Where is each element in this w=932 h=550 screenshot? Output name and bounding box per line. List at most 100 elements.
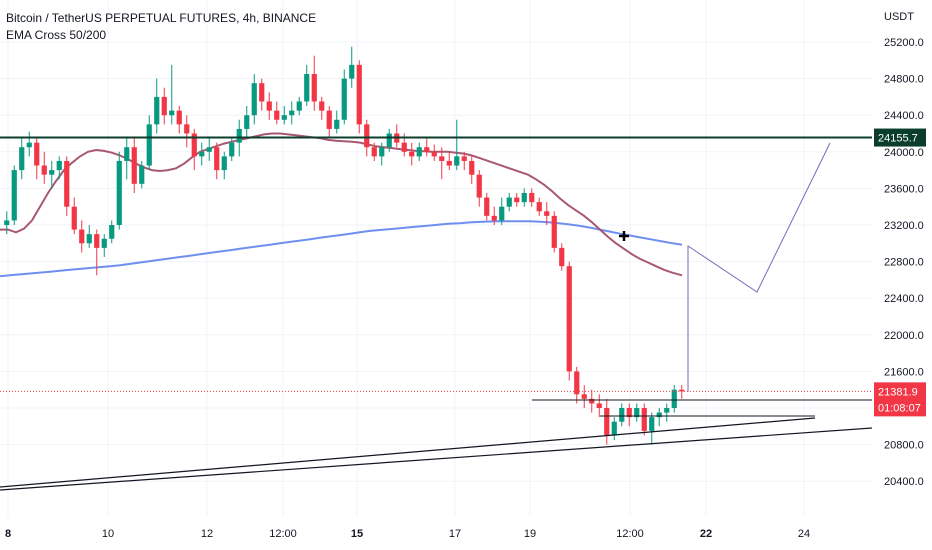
candle-body <box>551 215 557 248</box>
candle-body <box>71 206 77 230</box>
time-tick-label: 24 <box>798 528 810 540</box>
candle-body <box>641 408 647 431</box>
candle-body <box>596 403 602 408</box>
horizontal-level-label-bg <box>874 128 926 147</box>
price-tick-label: 20400.0 <box>884 476 924 488</box>
candle-body <box>409 151 415 157</box>
trend-line-upper <box>0 417 816 488</box>
candle-body <box>476 174 482 198</box>
candle-body <box>484 197 490 216</box>
candle-body <box>499 206 505 221</box>
candle-body <box>289 110 295 116</box>
candle-body <box>11 170 17 221</box>
candle-body <box>86 234 92 244</box>
candle-body <box>281 115 287 120</box>
crosshair-marker <box>619 231 629 241</box>
candle-body <box>236 128 242 143</box>
candle-body <box>296 101 302 111</box>
price-tick-label: 22400.0 <box>884 293 924 305</box>
candle-body <box>656 412 662 418</box>
time-axis: 8 10 12 12:00 15 17 19 12:00 22 24 <box>5 528 810 540</box>
candle-body <box>521 192 527 203</box>
candle-body <box>514 197 520 203</box>
candle-body <box>169 110 175 116</box>
candle-body <box>536 202 542 212</box>
candle-body <box>506 197 512 207</box>
candle-body <box>79 229 85 244</box>
candle-body <box>4 220 10 225</box>
candle-body <box>469 160 475 175</box>
candle-body <box>109 225 115 239</box>
time-tick-label: 17 <box>449 528 461 540</box>
candle-body <box>244 115 250 129</box>
candle-body <box>664 408 670 413</box>
chart-legend: Bitcoin / TetherUS PERPETUAL FUTURES, 4h… <box>6 10 316 44</box>
candle-body <box>461 156 467 161</box>
candle-body <box>199 151 205 157</box>
candle-body <box>566 266 572 372</box>
candle-body <box>19 147 25 171</box>
price-tick-label: 23600.0 <box>884 183 924 195</box>
candle-body <box>229 142 235 157</box>
candle-body <box>214 147 220 171</box>
candle-body <box>454 156 460 166</box>
candle-body <box>184 124 190 134</box>
candle-body <box>101 238 107 248</box>
ema50-line <box>0 132 683 277</box>
candle-body <box>634 408 640 418</box>
time-tick-label: 12 <box>201 528 213 540</box>
price-axis: USDT20400.020800.021200.021600.022000.02… <box>884 11 924 488</box>
candle-body <box>26 142 32 148</box>
candle-body <box>94 234 100 248</box>
trend-line-lower <box>0 427 873 491</box>
candle-body <box>529 192 535 203</box>
candle-body <box>431 151 437 157</box>
candle-body <box>311 74 317 102</box>
candle-body <box>611 421 617 436</box>
price-tick-label: 24400.0 <box>884 110 924 122</box>
candle-body <box>161 96 167 116</box>
ema200-line <box>0 220 683 278</box>
candle-body <box>251 83 257 116</box>
candle-body <box>221 156 227 171</box>
candle-body <box>154 96 160 125</box>
candle-body <box>259 83 265 102</box>
countdown-label: 01:08:07 <box>878 402 921 414</box>
candles-layer <box>4 46 685 445</box>
horizontal-level-label: 24155.7 <box>878 133 918 145</box>
candle-body <box>679 389 685 392</box>
candle-body <box>649 417 655 431</box>
candle-body <box>604 408 610 436</box>
price-labels: 24155.7 21381.9 01:08:07 <box>874 128 926 417</box>
candle-body <box>334 119 340 129</box>
price-tick-label: 20800.0 <box>884 440 924 452</box>
candle-body <box>574 371 580 395</box>
drawings-layer <box>0 136 873 491</box>
candle-body <box>356 64 362 125</box>
candle-body <box>559 247 565 267</box>
candle-body <box>206 147 212 152</box>
candle-body <box>446 160 452 166</box>
candle-body <box>49 170 55 175</box>
symbol-title: Bitcoin / TetherUS PERPETUAL FUTURES, 4h… <box>6 11 317 25</box>
price-tick-label: 24000.0 <box>884 147 924 159</box>
candle-body <box>124 147 130 161</box>
projection-path <box>687 142 831 392</box>
candle-body <box>326 110 332 129</box>
candle-body <box>619 408 625 422</box>
candle-body <box>41 165 47 175</box>
candle-body <box>416 147 422 157</box>
price-tick-label: 21600.0 <box>884 366 924 378</box>
candle-body <box>439 156 445 161</box>
candle-body <box>191 133 197 157</box>
last-price-label: 21381.9 <box>878 386 918 398</box>
candle-body <box>56 160 62 171</box>
candle-body <box>386 133 392 148</box>
time-tick-label: 22 <box>700 528 712 540</box>
last-price-label-bg <box>874 382 926 417</box>
candle-body <box>319 101 325 111</box>
time-tick-label: 8 <box>5 528 11 540</box>
candle-body <box>139 165 145 184</box>
